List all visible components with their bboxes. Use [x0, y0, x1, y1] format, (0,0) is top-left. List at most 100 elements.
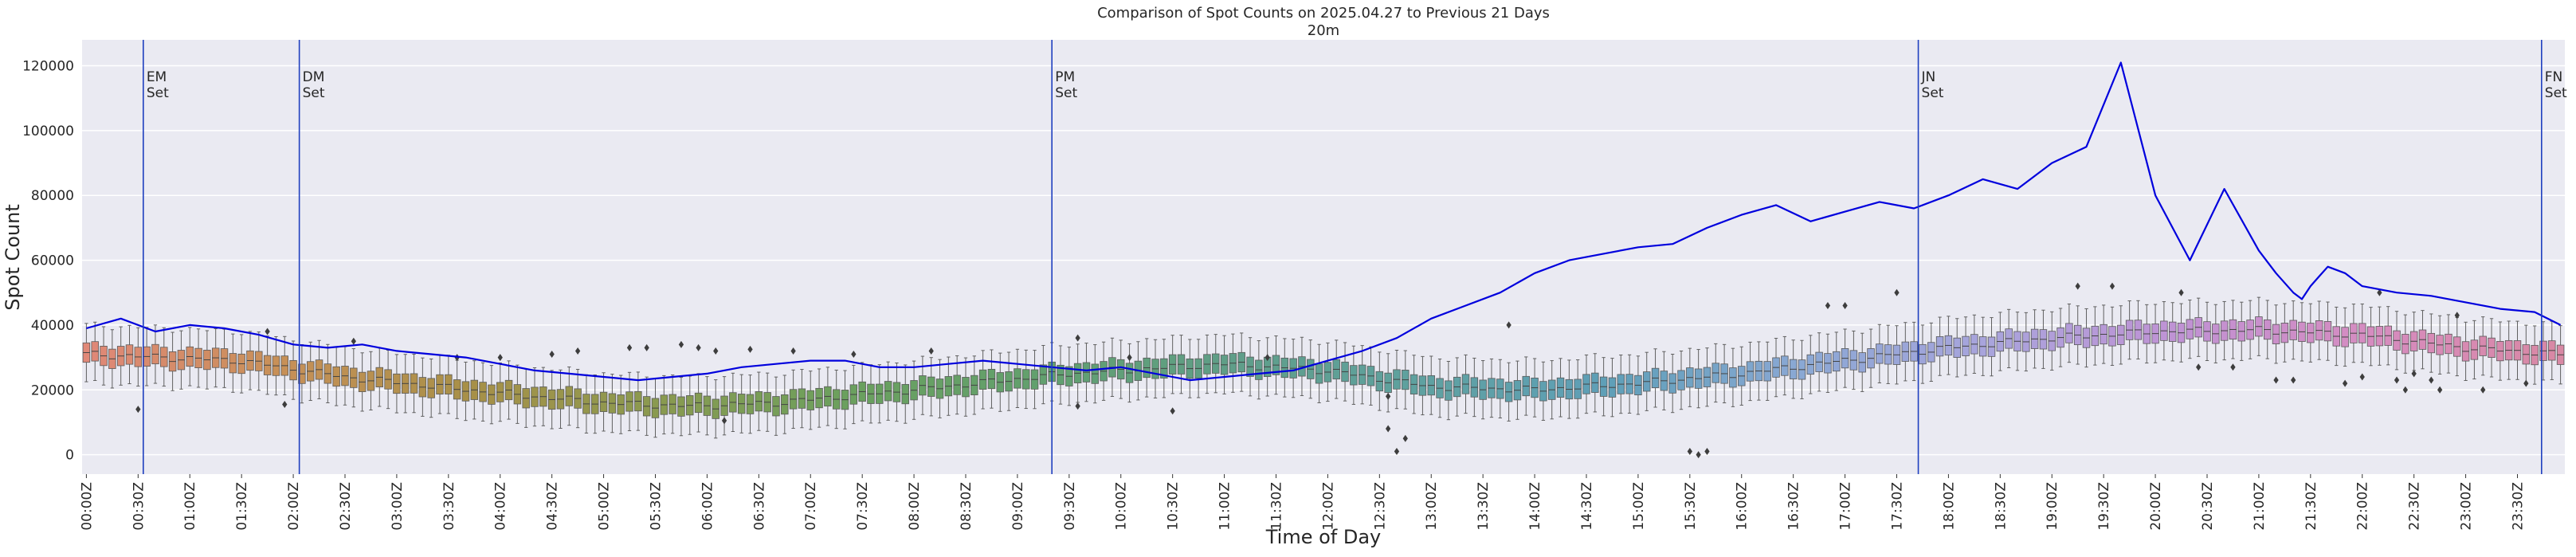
outlier-point — [574, 347, 581, 355]
outlier-point — [713, 347, 719, 355]
x-tick-label: 17:30Z — [1889, 482, 1905, 531]
plot-background — [82, 40, 2565, 474]
y-tick-label: 40000 — [31, 318, 74, 334]
outlier-point — [2075, 282, 2080, 290]
x-tick-label: 21:00Z — [2252, 482, 2268, 531]
box-plots — [82, 296, 2565, 439]
outlier-point — [1894, 288, 1900, 296]
outlier-point — [282, 401, 288, 409]
chart-subtitle: 20m — [1308, 22, 1339, 39]
x-tick-label: 10:00Z — [1114, 482, 1130, 531]
set-line-label: Set — [1055, 85, 1077, 101]
outlier-point — [644, 343, 649, 351]
outlier-point — [2394, 376, 2400, 384]
x-tick-label: 19:00Z — [2045, 482, 2060, 531]
x-tick-label: 16:30Z — [1786, 482, 1802, 531]
x-tick-label: 18:00Z — [1941, 482, 1957, 531]
outlier-point — [1687, 448, 1692, 456]
x-tick-label: 02:30Z — [338, 482, 354, 531]
set-line-label: FN — [2545, 69, 2563, 85]
x-tick-label: 14:30Z — [1579, 482, 1595, 531]
outlier-point — [1075, 334, 1080, 342]
outlier-point — [1506, 321, 1511, 329]
y-tick-labels: 0 20000 40000 60000 80000 100000 120000 — [22, 59, 74, 464]
outlier-point — [626, 343, 633, 351]
x-tick-label: 01:30Z — [234, 482, 250, 531]
outlier-point — [2523, 379, 2529, 387]
set-line-label: Set — [2545, 85, 2567, 101]
x-tick-labels: 00:00Z 00:30Z 01:00Z 01:30Z 02:00Z 02:30Z 03:0… — [79, 474, 2526, 531]
x-tick-label: 04:30Z — [545, 482, 561, 531]
series-line — [86, 61, 2562, 382]
x-tick-label: 17:00Z — [1838, 482, 1854, 531]
outlier-point — [1696, 451, 1701, 459]
y-tick-label: 0 — [65, 448, 74, 464]
set-line-label: PM — [1055, 69, 1075, 85]
x-tick-label: 15:30Z — [1683, 482, 1699, 531]
outlier-point — [2109, 282, 2115, 290]
x-tick-label: 07:00Z — [803, 482, 819, 531]
outlier-point — [497, 354, 503, 362]
x-tick-label: 23:30Z — [2510, 482, 2526, 531]
outlier-point — [678, 340, 684, 348]
today-line — [86, 61, 2562, 382]
x-tick-label: 18:30Z — [1993, 482, 2009, 531]
x-tick-label: 11:00Z — [1217, 482, 1233, 531]
chart-title: Comparison of Spot Counts on 2025.04.27 … — [1097, 5, 1550, 22]
y-tick-label: 120000 — [22, 59, 74, 75]
x-tick-label: 13:30Z — [1476, 482, 1492, 531]
y-tick-label: 100000 — [22, 124, 74, 139]
outlier-point — [1825, 302, 1831, 310]
gridlines — [82, 65, 2565, 456]
outlier-point — [2429, 376, 2434, 384]
x-tick-label: 00:00Z — [79, 482, 95, 531]
set-line-label: Set — [147, 85, 169, 101]
outlier-point — [351, 337, 356, 345]
x-tick-label: 12:30Z — [1372, 482, 1388, 531]
outlier-point — [1402, 434, 1408, 442]
x-tick-label: 01:00Z — [182, 482, 198, 531]
x-tick-label: 06:00Z — [700, 482, 716, 531]
set-line-label: EM — [147, 69, 167, 85]
x-tick-label: 05:00Z — [597, 482, 613, 531]
x-tick-label: 20:30Z — [2200, 482, 2216, 531]
x-tick-label: 11:30Z — [1268, 482, 1284, 531]
outlier-point — [2291, 376, 2296, 384]
outlier-point — [549, 351, 555, 359]
set-line-label: DM — [303, 69, 325, 85]
outlier-point — [851, 351, 857, 359]
y-tick-label: 20000 — [31, 382, 74, 398]
outlier-point — [1385, 425, 1391, 433]
x-tick-label: 07:30Z — [855, 482, 871, 531]
outlier-point — [2411, 370, 2417, 378]
outlier-point — [2273, 376, 2279, 384]
x-tick-label: 08:00Z — [907, 482, 923, 531]
y-tick-label: 60000 — [31, 253, 74, 269]
x-tick-label: 22:00Z — [2355, 482, 2371, 531]
x-tick-label: 14:00Z — [1527, 482, 1543, 531]
outlier-point — [2178, 288, 2184, 296]
outlier-point — [2480, 386, 2486, 394]
outlier-point — [1264, 354, 1270, 362]
outliers — [135, 282, 2529, 459]
outlier-point — [135, 406, 141, 414]
x-tick-label: 09:00Z — [1010, 482, 1026, 531]
outlier-point — [2437, 386, 2443, 394]
outlier-point — [1842, 302, 1848, 310]
x-tick-label: 02:00Z — [286, 482, 302, 531]
outlier-point — [2402, 386, 2408, 394]
x-tick-label: 19:30Z — [2096, 482, 2112, 531]
outlier-point — [721, 417, 727, 425]
x-tick-label: 00:30Z — [131, 482, 147, 531]
x-tick-label: 10:30Z — [1166, 482, 1182, 531]
outlier-point — [2359, 373, 2365, 381]
outlier-point — [1704, 448, 1710, 456]
outlier-point — [928, 347, 934, 355]
outlier-point — [2230, 363, 2236, 371]
x-tick-label: 13:00Z — [1424, 482, 1440, 531]
outlier-point — [265, 328, 270, 335]
x-tick-label: 21:30Z — [2304, 482, 2319, 531]
